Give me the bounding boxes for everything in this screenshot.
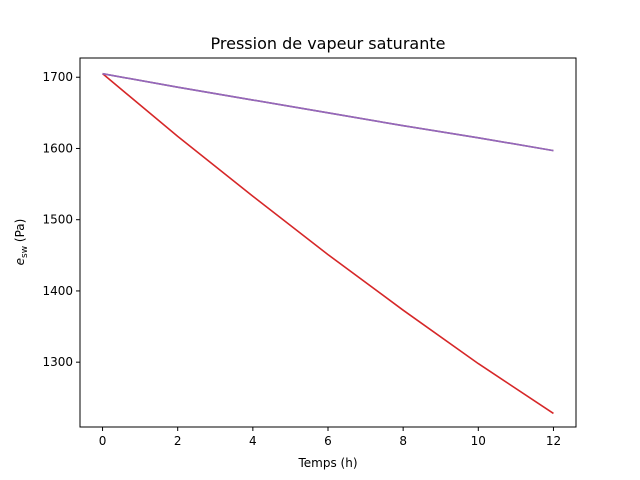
series-layer	[102, 72, 554, 415]
x-axis: 0 2 4 6 8 10 12	[99, 427, 561, 448]
x-tick-label: 6	[324, 434, 332, 448]
y-tick-label: 1700	[42, 70, 73, 84]
y-axis-label: esw (Pa)	[13, 219, 30, 266]
chart-title: Pression de vapeur saturante	[211, 34, 446, 53]
x-tick-label: 0	[99, 434, 107, 448]
x-axis-label: Temps (h)	[297, 456, 357, 470]
y-tick-label: 1600	[42, 141, 73, 155]
y-axis: 1300 1400 1500 1600 1700	[42, 70, 80, 369]
x-tick-label: 2	[174, 434, 182, 448]
y-axis-label-main: e	[13, 258, 27, 265]
y-axis-label-sub: sw	[20, 246, 30, 258]
x-tick-label: 12	[546, 434, 561, 448]
y-tick-label: 1300	[42, 355, 73, 369]
x-tick-label: 10	[471, 434, 486, 448]
y-axis-label-unit: (Pa)	[13, 219, 27, 246]
series-line-3	[102, 72, 554, 152]
x-tick-label: 8	[399, 434, 407, 448]
y-tick-label: 1500	[42, 213, 73, 227]
series-line-1	[102, 73, 554, 415]
y-tick-label: 1400	[42, 284, 73, 298]
x-tick-label: 4	[249, 434, 257, 448]
